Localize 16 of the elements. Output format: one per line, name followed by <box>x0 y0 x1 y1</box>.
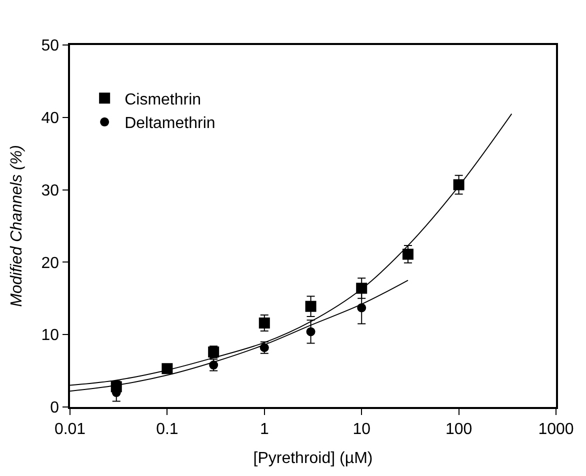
x-tick-label: 1 <box>260 420 269 438</box>
x-axis-title: [Pyrethroid] (µM) <box>253 450 373 468</box>
y-tick-label: 50 <box>41 38 60 55</box>
x-tick-label: 1000 <box>538 420 574 438</box>
y-tick-label: 20 <box>41 254 60 272</box>
y-axis-title: Modified Channels (%) <box>8 145 26 307</box>
legend-label: Deltamethrin <box>124 115 216 132</box>
x-tick-label: 0.01 <box>54 420 86 438</box>
legend-label: Cismethrin <box>124 91 202 108</box>
y-tick-label: 10 <box>41 327 60 344</box>
x-tick-label: 0.1 <box>156 420 178 438</box>
x-tick-label: 10 <box>352 420 371 438</box>
y-tick-label: 30 <box>41 182 60 200</box>
y-tick-label: 0 <box>50 400 60 417</box>
x-tick-label: 100 <box>445 420 472 438</box>
y-tick-label: 40 <box>41 110 60 127</box>
